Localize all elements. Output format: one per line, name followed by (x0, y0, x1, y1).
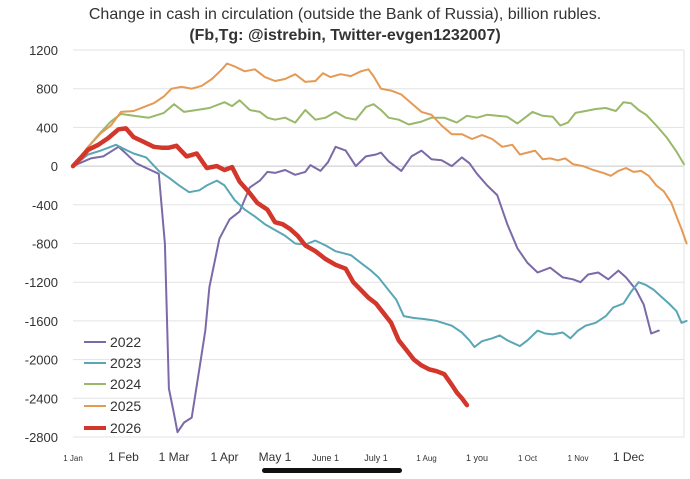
x-tick-label: June 1 (312, 453, 339, 463)
legend-label-2022: 2022 (110, 334, 141, 350)
legend-label-2023: 2023 (110, 355, 141, 371)
y-tick-label: -1200 (25, 275, 58, 290)
series-line-2025 (72, 62, 688, 245)
y-tick-label: 0 (51, 159, 58, 174)
series-lines (70, 62, 688, 434)
x-tick-label: 1 Jan (63, 454, 83, 463)
y-tick-label: -2800 (25, 430, 58, 445)
y-tick-label: -800 (32, 237, 58, 252)
x-tick-label: 1 Apr (210, 450, 238, 464)
series-line-2026 (70, 126, 470, 408)
legend-label-2025: 2025 (110, 398, 141, 414)
x-tick-label: 1 Mar (159, 450, 190, 464)
series-line-2022 (72, 145, 660, 434)
y-tick-label: -1600 (25, 314, 58, 329)
x-tick-label: 1 Feb (108, 450, 139, 464)
x-tick-label: 1 Dec (613, 450, 644, 464)
y-tick-label: 800 (36, 82, 58, 97)
y-axis-tick-labels: 1200 800 400 0 -400 -800 -1200 -1600 -2000 -2400 -… (25, 43, 58, 445)
home-indicator-bar[interactable] (262, 468, 402, 473)
x-tick-label: May 1 (259, 450, 292, 464)
y-tick-label: -2400 (25, 391, 58, 406)
x-tick-label: July 1 (364, 453, 388, 463)
x-tick-label: 1 Nov (568, 454, 589, 463)
legend: 2022 2023 2024 2025 2026 (84, 334, 141, 436)
chart-subtitle: (Fb,Tg: @istrebin, Twitter-evgen1232007) (189, 27, 501, 44)
x-tick-label: 1 Aug (416, 454, 436, 463)
x-tick-label: 1 Oct (518, 454, 538, 463)
y-tick-label: 1200 (29, 43, 58, 58)
series-line-2024 (72, 99, 685, 168)
x-tick-label: 1 you (466, 453, 488, 463)
chart-title: Change in cash in circulation (outside t… (88, 6, 602, 23)
y-tick-label: -400 (32, 198, 58, 213)
series-line-2023 (72, 143, 688, 348)
y-tick-label: -2000 (25, 353, 58, 368)
legend-label-2026: 2026 (110, 420, 141, 436)
y-tick-label: 400 (36, 120, 58, 135)
legend-label-2024: 2024 (110, 376, 141, 392)
x-axis-tick-labels: 1 Jan 1 Feb 1 Mar 1 Apr May 1 June 1 July 1 1 A… (63, 450, 644, 464)
